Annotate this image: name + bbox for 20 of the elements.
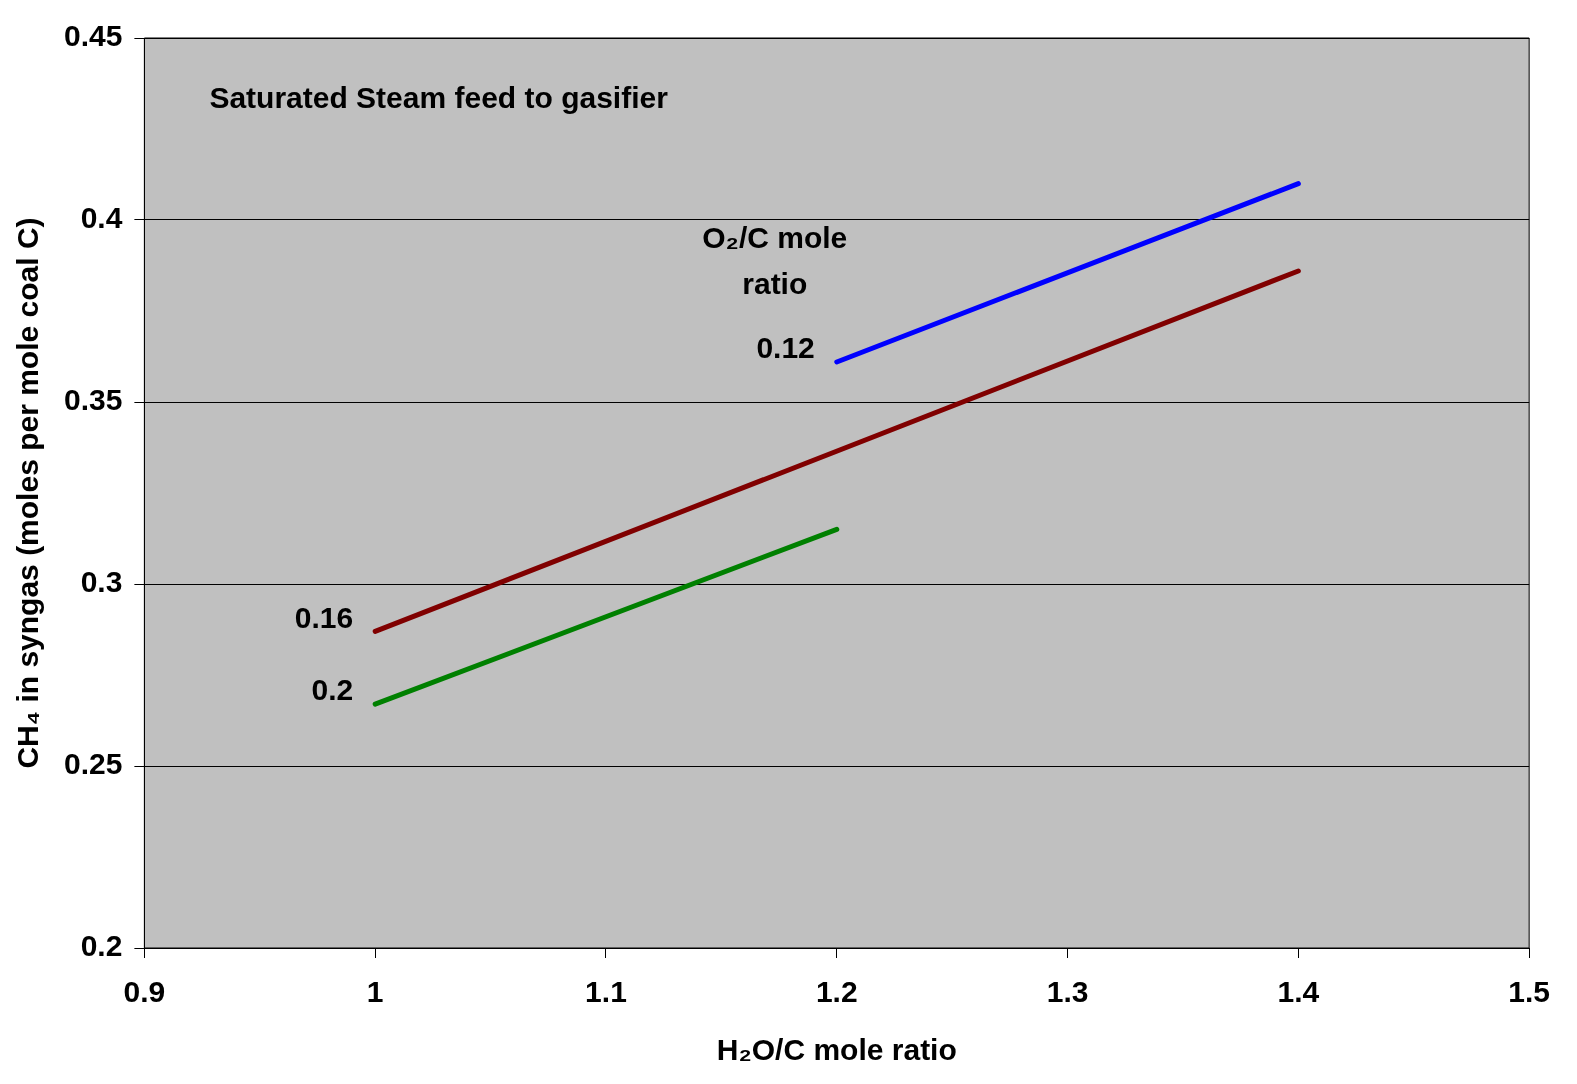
- series-label: 0.2: [311, 673, 354, 707]
- x-tick-label: 0.9: [123, 975, 166, 1009]
- x-tick-label: 1.4: [1277, 975, 1320, 1009]
- series-label: 0.16: [294, 600, 354, 634]
- legend-title: O₂/C mole ratio: [702, 221, 848, 301]
- y-tick-label: 0.2: [80, 929, 123, 963]
- x-tick-label: 1: [366, 975, 384, 1009]
- y-axis-title: CH₄ in syngas (moles per mole coal C): [11, 217, 45, 769]
- x-tick-label: 1.1: [585, 975, 627, 1009]
- annotation: Saturated Steam feed to gasifier: [209, 81, 669, 115]
- y-tick-label: 0.45: [64, 19, 123, 53]
- series-label: 0.12: [756, 331, 815, 365]
- x-tick-label: 1.2: [815, 975, 858, 1009]
- y-tick-label: 0.25: [64, 747, 123, 781]
- x-axis-title: H₂O/C mole ratio: [716, 1033, 957, 1067]
- x-tick-label: 1.3: [1046, 975, 1089, 1009]
- y-tick-label: 0.3: [80, 565, 123, 599]
- x-tick-label: 1.5: [1508, 975, 1551, 1009]
- y-tick-label: 0.4: [80, 201, 123, 235]
- y-tick-label: 0.35: [64, 383, 123, 417]
